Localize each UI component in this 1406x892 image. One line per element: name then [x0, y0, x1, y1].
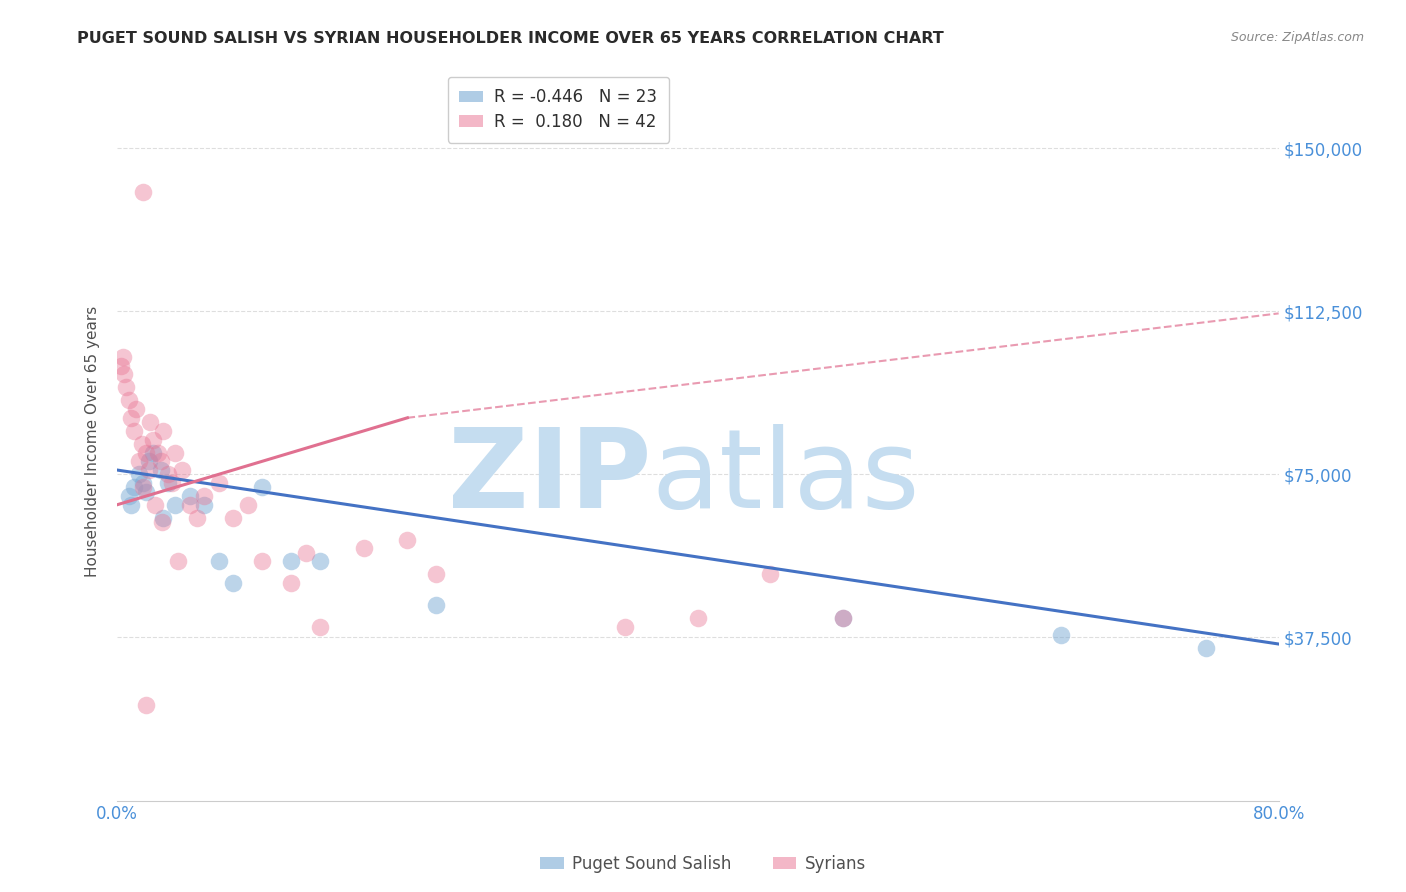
Point — [396, 533, 419, 547]
Point — [131, 437, 153, 451]
Point — [156, 467, 179, 482]
Point — [309, 554, 332, 568]
Point — [614, 619, 637, 633]
Point — [110, 359, 132, 373]
Point — [124, 480, 146, 494]
Point — [179, 498, 201, 512]
Point — [280, 576, 302, 591]
Point — [135, 445, 157, 459]
Point — [150, 515, 173, 529]
Point — [236, 498, 259, 512]
Point — [353, 541, 375, 556]
Text: ZIP: ZIP — [449, 424, 651, 531]
Y-axis label: Householder Income Over 65 years: Householder Income Over 65 years — [86, 306, 100, 577]
Point — [1195, 641, 1218, 656]
Point — [142, 433, 165, 447]
Point — [117, 393, 139, 408]
Point — [128, 454, 150, 468]
Point — [132, 476, 155, 491]
Legend: Puget Sound Salish, Syrians: Puget Sound Salish, Syrians — [533, 848, 873, 880]
Point — [207, 476, 229, 491]
Point — [425, 567, 447, 582]
Text: PUGET SOUND SALISH VS SYRIAN HOUSEHOLDER INCOME OVER 65 YEARS CORRELATION CHART: PUGET SOUND SALISH VS SYRIAN HOUSEHOLDER… — [77, 31, 943, 46]
Point — [425, 598, 447, 612]
Point — [186, 511, 208, 525]
Point — [759, 567, 782, 582]
Point — [132, 480, 155, 494]
Point — [160, 476, 183, 491]
Point — [222, 576, 245, 591]
Point — [117, 489, 139, 503]
Point — [280, 554, 302, 568]
Point — [121, 498, 143, 512]
Point — [165, 498, 187, 512]
Point — [222, 511, 245, 525]
Point — [132, 185, 155, 199]
Point — [149, 454, 172, 468]
Text: Source: ZipAtlas.com: Source: ZipAtlas.com — [1230, 31, 1364, 45]
Point — [135, 484, 157, 499]
Point — [156, 476, 179, 491]
Point — [112, 368, 135, 382]
Point — [149, 463, 172, 477]
Text: atlas: atlas — [651, 424, 920, 531]
Point — [294, 546, 316, 560]
Legend: R = -0.446   N = 23, R =  0.180   N = 42: R = -0.446 N = 23, R = 0.180 N = 42 — [447, 77, 669, 143]
Point — [1050, 628, 1073, 642]
Point — [193, 498, 215, 512]
Point — [111, 350, 134, 364]
Point — [143, 498, 166, 512]
Point — [832, 611, 855, 625]
Point — [167, 554, 190, 568]
Point — [172, 463, 194, 477]
Point — [832, 611, 855, 625]
Point — [135, 698, 157, 712]
Point — [250, 480, 273, 494]
Point — [207, 554, 229, 568]
Point — [152, 511, 174, 525]
Point — [179, 489, 201, 503]
Point — [686, 611, 709, 625]
Point — [193, 489, 215, 503]
Point — [128, 467, 150, 482]
Point — [146, 445, 169, 459]
Point — [139, 415, 162, 429]
Point — [138, 454, 160, 468]
Point — [142, 445, 165, 459]
Point — [250, 554, 273, 568]
Point — [124, 424, 146, 438]
Point — [138, 463, 160, 477]
Point — [152, 424, 174, 438]
Point — [121, 410, 143, 425]
Point — [165, 445, 187, 459]
Point — [125, 402, 148, 417]
Point — [309, 619, 332, 633]
Point — [114, 380, 136, 394]
